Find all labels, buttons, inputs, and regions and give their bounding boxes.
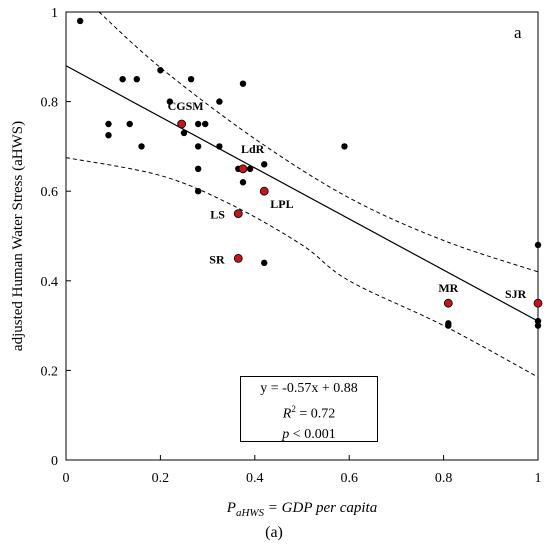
highlight-point-mr xyxy=(443,298,453,308)
data-point xyxy=(157,67,164,74)
highlight-point-ldr xyxy=(238,164,248,174)
regression-equation: y = -0.57x + 0.88 xyxy=(260,381,358,396)
y-axis-ticks: 0 0.2 0.4 0.6 0.8 1 xyxy=(41,6,71,469)
point-label-ldr: LdR xyxy=(241,142,265,156)
y-tick-label: 0.2 xyxy=(41,364,59,379)
p-value: p < 0.001 xyxy=(282,426,336,442)
data-point xyxy=(341,143,348,150)
data-point xyxy=(239,179,247,186)
data-point xyxy=(180,129,188,137)
data-point xyxy=(216,98,223,105)
point-label-cgsm: CGSM xyxy=(168,99,204,113)
point-label-sjr: SJR xyxy=(505,287,527,301)
confidence-band-upper xyxy=(98,11,539,273)
point-label-ls: LS xyxy=(210,208,225,222)
x-tick-label: 0.8 xyxy=(435,471,453,486)
regression-line xyxy=(65,65,539,322)
scatter-chart: 0 0.2 0.4 0.6 0.8 1 0 0.2 0.4 0.6 0.8 1 CGSM LdR LPL… xyxy=(10,6,543,519)
figure-caption: (a) xyxy=(265,524,283,541)
x-tick-label: 0.4 xyxy=(246,471,264,486)
data-point xyxy=(261,259,268,267)
point-label-sr: SR xyxy=(209,252,225,266)
data-point xyxy=(202,120,209,128)
y-tick-label: 0.8 xyxy=(41,96,59,111)
x-axis-ticks: 0 0.2 0.4 0.6 0.8 1 xyxy=(63,455,542,486)
x-axis-title-rest: = GDP per capita xyxy=(264,500,377,516)
y-tick-label: 0.6 xyxy=(41,185,59,200)
highlight-point-lpl xyxy=(259,186,269,196)
r-squared: R2 = 0.72 xyxy=(282,404,336,422)
data-point xyxy=(534,241,542,249)
data-point xyxy=(126,120,133,128)
regression-stats-box: y = -0.57x + 0.88 R2 = 0.72 p < 0.001 xyxy=(240,376,378,442)
data-point xyxy=(216,143,223,150)
y-tick-label: 0 xyxy=(51,454,58,469)
highlight-point-cgsm xyxy=(177,119,187,129)
data-point xyxy=(119,76,126,83)
data-point xyxy=(239,80,247,87)
y-tick-label: 0.4 xyxy=(41,275,59,290)
data-point xyxy=(261,161,268,168)
x-tick-label: 0 xyxy=(63,471,70,486)
highlight-point-ls xyxy=(233,209,243,219)
point-label-mr: MR xyxy=(438,281,458,295)
data-point xyxy=(194,143,202,150)
x-tick-label: 0.6 xyxy=(340,471,358,486)
panel-letter: a xyxy=(514,23,522,42)
data-points xyxy=(76,17,542,329)
y-axis-title: adjusted Human Water Stress (aHWS) xyxy=(10,121,26,351)
highlight-point-sjr xyxy=(533,298,543,308)
data-point xyxy=(194,165,202,172)
data-point xyxy=(194,188,202,195)
y-tick-label: 1 xyxy=(51,6,58,21)
data-point xyxy=(534,317,542,325)
x-axis-title-sub: aHWS xyxy=(236,507,265,519)
data-point xyxy=(133,76,140,83)
data-point xyxy=(246,165,254,172)
data-point xyxy=(187,76,195,83)
data-point xyxy=(105,132,112,139)
data-point xyxy=(138,143,145,150)
x-tick-label: 1 xyxy=(535,471,542,486)
data-point xyxy=(105,120,112,128)
x-axis-title-main: P xyxy=(226,500,236,516)
x-tick-label: 0.2 xyxy=(152,471,170,486)
data-point xyxy=(76,17,84,25)
data-point xyxy=(534,322,542,329)
confidence-band-lower xyxy=(65,157,539,378)
plot-area xyxy=(65,11,539,461)
data-point xyxy=(445,322,452,329)
highlighted-points: CGSM LdR LPL LS SR MR SJR xyxy=(168,99,543,308)
data-point xyxy=(194,120,202,128)
x-axis-title: PaHWS = GDP per capita xyxy=(226,500,377,519)
data-point xyxy=(166,98,174,105)
point-label-lpl: LPL xyxy=(270,197,293,211)
highlight-point-sr xyxy=(233,253,243,263)
